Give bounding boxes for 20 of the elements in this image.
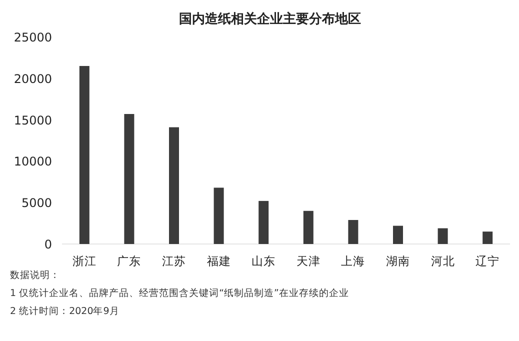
xtick: 广东 xyxy=(117,254,142,268)
xtick: 江苏 xyxy=(162,254,186,268)
ytick: 0 xyxy=(44,238,52,252)
ytick: 5000 xyxy=(21,196,52,210)
title: 国内造纸相关企业主要分布地区 xyxy=(179,12,361,27)
xtick: 上海 xyxy=(341,254,366,268)
annotation: 2 统计时间：2020年9月 xyxy=(10,306,120,317)
ytick: 10000 xyxy=(14,154,52,169)
ytick: 20000 xyxy=(14,72,52,86)
xtick: 浙江 xyxy=(72,254,96,268)
xtick: 河北 xyxy=(430,254,455,268)
xtick: 天津 xyxy=(296,254,320,268)
xtick: 辽宁 xyxy=(476,254,500,268)
xtick: 福建 xyxy=(206,254,231,268)
annotation: 1 仅统计企业名、品牌产品、经营范围含关键词“纸制品制造”在业存续的企业 xyxy=(10,288,349,299)
ytick: 15000 xyxy=(14,113,52,128)
ytick: 25000 xyxy=(14,30,52,44)
annotation: 数据说明： xyxy=(10,270,60,281)
xtick: 山东 xyxy=(252,254,276,268)
xtick: 湖南 xyxy=(386,254,410,268)
